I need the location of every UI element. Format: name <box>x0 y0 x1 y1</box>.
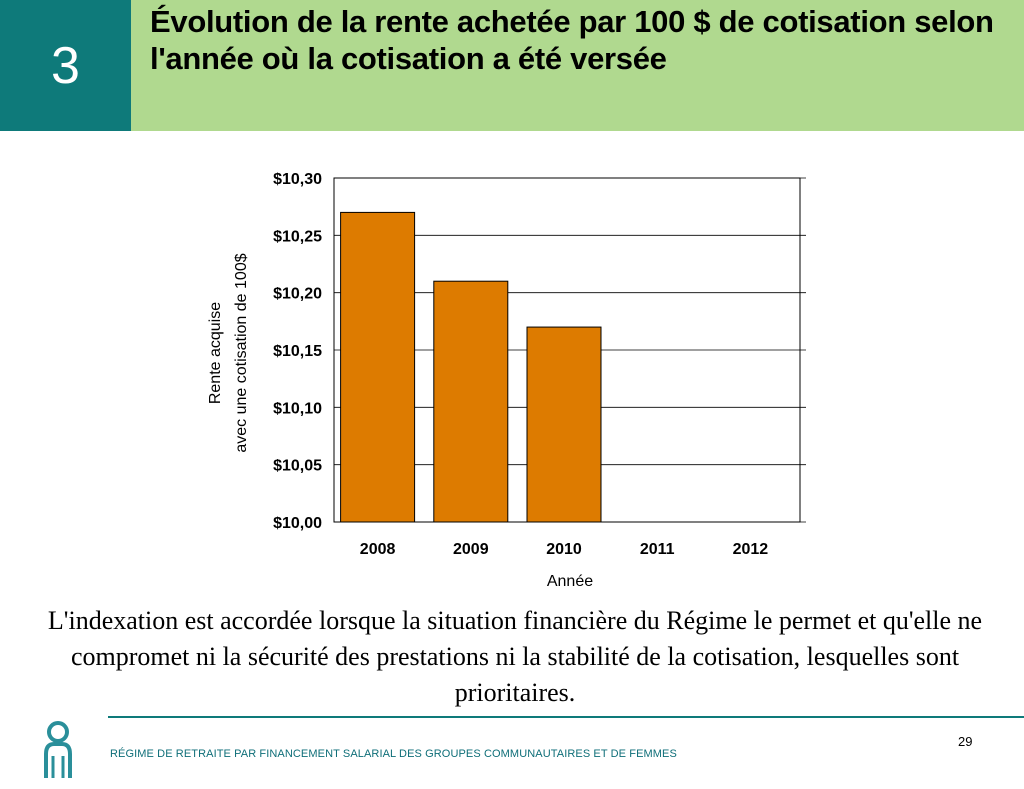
bar <box>340 211 416 523</box>
bar <box>433 280 509 523</box>
y-tick-label: $10,20 <box>273 286 322 303</box>
y-tick-label: $10,05 <box>273 458 322 475</box>
slide-number: 3 <box>0 0 131 131</box>
x-tick-label: 2008 <box>360 541 396 558</box>
footer-divider <box>108 716 1024 718</box>
x-tick-label: 2010 <box>546 541 582 558</box>
x-tick-label: 2012 <box>733 541 769 558</box>
slide-title: Évolution de la rente achetée par 100 $ … <box>150 4 994 76</box>
y-tick-label: $10,00 <box>273 515 322 532</box>
y-tick-label: $10,30 <box>273 171 322 188</box>
caption-text: L'indexation est accordée lorsque la sit… <box>47 606 983 707</box>
x-tick-label: 2009 <box>453 541 489 558</box>
bar <box>526 326 602 523</box>
y-tick-label: $10,10 <box>273 400 322 417</box>
regime-logo-icon <box>44 721 72 778</box>
header-bar <box>131 0 1024 131</box>
y-axis-label: Rente acquise <box>207 302 224 404</box>
x-axis-label: Année <box>547 573 593 590</box>
x-tick-label: 2011 <box>640 541 675 558</box>
footer-organization: RÉGIME DE RETRAITE PAR FINANCEMENT SALAR… <box>110 748 677 760</box>
bar-chart: $10,00 $10,05 $10,10 $10,15 $10,20 $10,25 $10,… <box>207 171 806 590</box>
page-number: 29 <box>958 734 973 749</box>
y-axis-label: avec une cotisation de 100$ <box>233 253 250 452</box>
y-tick-label: $10,15 <box>273 343 322 360</box>
y-tick-label: $10,25 <box>273 228 322 245</box>
